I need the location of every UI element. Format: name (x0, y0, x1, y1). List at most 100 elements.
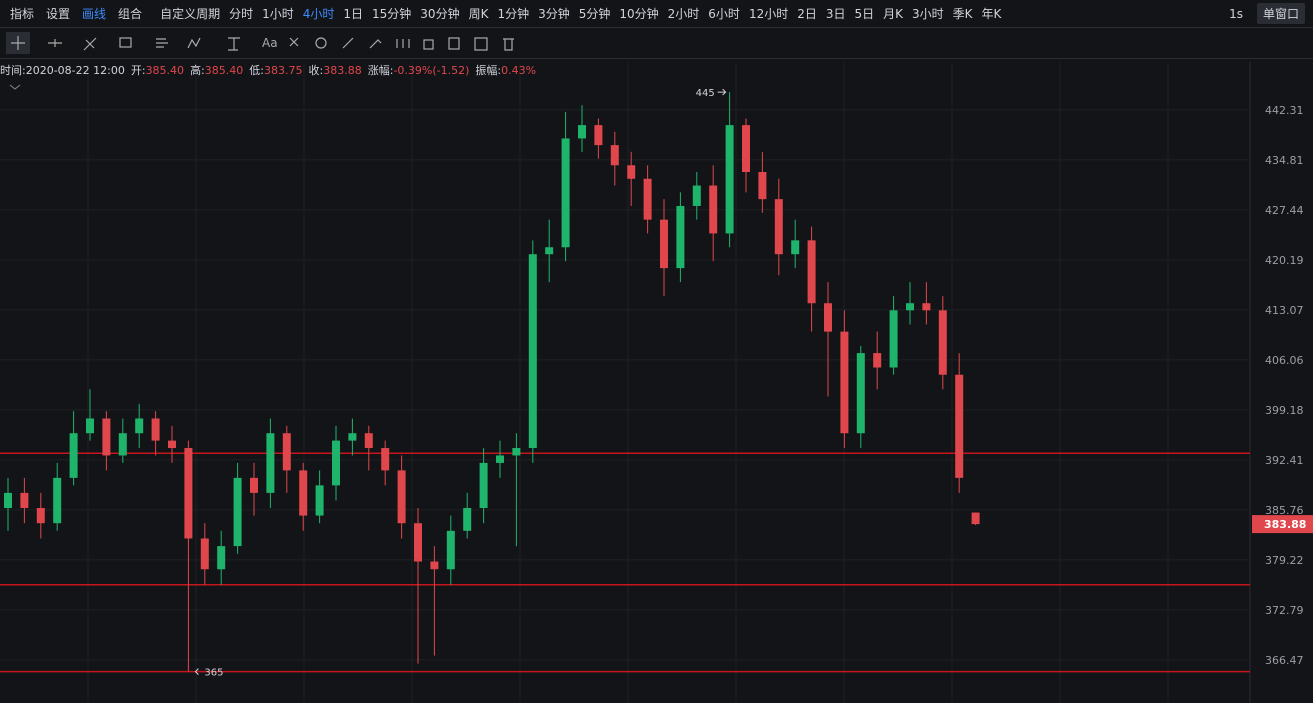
candle-body (725, 125, 734, 234)
y-tick-label: 420.19 (1265, 254, 1304, 267)
candle-body (528, 254, 537, 449)
info-time: 时间:2020-08-22 12:00 (0, 64, 125, 77)
info-item: 低:383.75 (249, 62, 302, 78)
candle-body (364, 433, 373, 449)
info-value: 383.88 (323, 64, 362, 77)
period-item[interactable]: 12小时 (748, 7, 789, 21)
period-item[interactable]: 月K (883, 7, 904, 21)
candle-body (824, 303, 832, 332)
period-item[interactable]: 年K (981, 7, 1002, 21)
menu-item[interactable]: 指标 (10, 7, 35, 21)
candle-body (217, 546, 226, 570)
candle-body (709, 185, 718, 234)
candle-body (151, 418, 160, 441)
period-item[interactable]: 10分钟 (619, 7, 659, 21)
candle-body (102, 418, 111, 456)
candle-body (282, 433, 291, 471)
candle-body (315, 485, 324, 516)
period-item[interactable]: 6小时 (708, 7, 740, 21)
menu-item[interactable]: 画线 (82, 7, 107, 21)
period-item[interactable]: 30分钟 (420, 7, 460, 21)
candle-body (856, 353, 865, 434)
candle-body (807, 240, 816, 304)
window-item[interactable]: 1s (1229, 6, 1243, 21)
tool-menu: 指标 设置 画线 组合 (0, 5, 142, 22)
period-item[interactable]: 4小时 (302, 7, 335, 21)
candle-body (397, 470, 406, 524)
y-tick-label: 413.07 (1265, 304, 1304, 317)
text-tool-icon[interactable]: Aa (262, 36, 278, 50)
info-value: 383.75 (264, 64, 303, 77)
candle-body (922, 303, 931, 311)
period-item[interactable]: 2小时 (667, 7, 700, 21)
period-item[interactable]: 1分钟 (497, 7, 530, 21)
period-item[interactable]: 季K (952, 7, 973, 21)
period-item[interactable]: 3日 (825, 7, 846, 21)
info-item: 收:383.88 (309, 62, 362, 78)
candle-body (627, 165, 636, 179)
candle-body (479, 462, 488, 509)
max-arrow (717, 88, 727, 96)
info-label: 低: (249, 64, 264, 77)
info-value: 385.40 (145, 64, 185, 77)
toolbar: 指标 设置 画线 组合 自定义周期 分时 1小时 4小时 1日 15分钟 30分钟 周K 1分钟 3分钟… (0, 0, 1313, 28)
period-item[interactable]: 1日 (343, 7, 364, 21)
info-label: 振幅: (475, 64, 502, 77)
period-item[interactable]: 1小时 (262, 7, 294, 21)
ohlc-info: 时间:2020-08-22 12:00 开:385.40 高:385.40 低:383… (0, 62, 536, 78)
period-item[interactable]: 2日 (797, 7, 817, 21)
candle-body (676, 205, 685, 269)
candle-body (873, 353, 882, 368)
info-item: 振幅:0.43% (475, 62, 536, 78)
info-value: -0.39%(-1.52) (393, 64, 470, 77)
period-list: 自定义周期 分时 1小时 4小时 1日 15分钟 30分钟 周K 1分钟 3分钟 5分钟 10分钟 2小… (160, 5, 1001, 22)
y-tick-label: 442.31 (1265, 104, 1304, 117)
candle-body (594, 125, 603, 146)
candle-body (774, 199, 783, 255)
drawing-toolbar: Aa (0, 28, 1313, 59)
candle-body (69, 433, 78, 478)
y-tick-label: 434.81 (1265, 154, 1304, 167)
y-tick-label: 427.44 (1265, 204, 1304, 217)
candle-body (118, 433, 127, 456)
candle-body (660, 219, 668, 269)
collapse-icon (9, 84, 21, 90)
candle-body (578, 125, 586, 139)
candle-body (266, 433, 275, 493)
window-controls: 1s 单窗口 (1229, 3, 1313, 24)
menu-item[interactable]: 设置 (46, 7, 71, 21)
info-label: 开: (130, 64, 146, 77)
drawing-icons: Aa (6, 32, 514, 54)
candle-body (742, 125, 750, 173)
info-value: 0.43% (501, 64, 537, 77)
period-item[interactable]: 3小时 (912, 7, 944, 21)
candle-body (955, 374, 964, 478)
candle-body (512, 448, 521, 456)
candle-body (20, 492, 29, 509)
candle-body (643, 178, 652, 220)
candle-body (184, 448, 193, 539)
min-label: 365 (204, 668, 223, 679)
period-item[interactable]: 3分钟 (538, 7, 570, 21)
menu-item[interactable]: 组合 (118, 7, 143, 21)
candle-body (840, 331, 849, 434)
period-item[interactable]: 分时 (229, 7, 254, 21)
candle-body (692, 185, 701, 206)
candle-body (463, 508, 472, 531)
candle-body (430, 561, 439, 570)
candle-body (971, 512, 980, 525)
y-tick-label: 392.41 (1265, 454, 1304, 467)
window-item[interactable]: 单窗口 (1256, 3, 1305, 24)
min-arrow (194, 668, 199, 675)
candle-body (545, 247, 554, 255)
info-item: 开:385.40 (131, 62, 184, 78)
period-item[interactable]: 自定义周期 (160, 7, 221, 21)
period-item[interactable]: 周K (468, 7, 489, 21)
period-item[interactable]: 5日 (854, 7, 875, 21)
period-item[interactable]: 15分钟 (372, 7, 412, 21)
info-item: 涨幅:-0.39%(-1.52) (368, 62, 470, 78)
y-tick-label: 366.47 (1265, 654, 1304, 667)
period-item[interactable]: 5分钟 (578, 7, 611, 21)
candle-body (610, 145, 619, 166)
